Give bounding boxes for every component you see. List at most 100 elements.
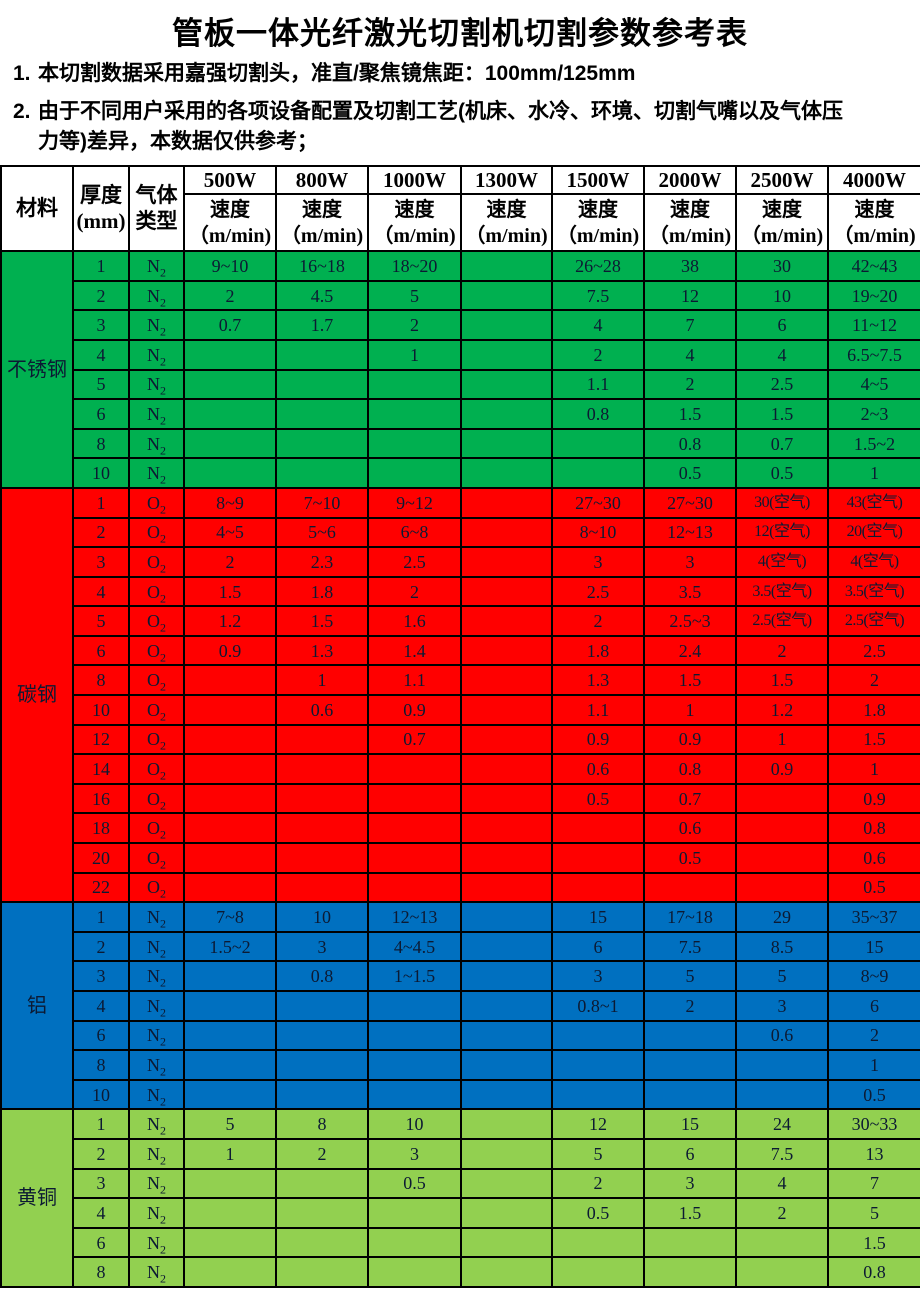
speed-cell [460, 1167, 553, 1200]
speed-cell: 38 [643, 250, 737, 282]
speed-cell [460, 871, 553, 904]
speed-cell [183, 694, 277, 726]
speed-cell [460, 1256, 553, 1288]
gas-cell: N2 [128, 1256, 185, 1288]
speed-cell [460, 664, 553, 697]
table-row: 2 N2 1.5~2 3 4~4.5 6 7.5 8.5 15 [1, 930, 920, 963]
gas-cell: O2 [128, 812, 185, 845]
speed-cell: 2 [551, 338, 645, 371]
speed-cell [460, 901, 553, 933]
table-row: 10 O2 0.6 0.9 1.1 1 1.2 1.8 [1, 694, 920, 726]
header-power-2000w: 2000W [643, 165, 737, 196]
gas-cell: O2 [128, 664, 185, 697]
speed-cell: 2 [551, 605, 645, 637]
speed-cell [460, 1197, 553, 1229]
speed-cell: 0.5 [643, 842, 737, 874]
speed-cell: 9~10 [183, 250, 277, 282]
thickness-cell: 20 [72, 842, 130, 874]
speed-cell: 0.9 [643, 723, 737, 756]
speed-cell: 4~5 [827, 368, 920, 401]
speed-cell: 13 [827, 1137, 920, 1170]
speed-cell: 0.7 [735, 427, 829, 460]
speed-cell [460, 309, 553, 341]
gas-cell: O2 [128, 723, 185, 756]
speed-cell [735, 1049, 829, 1081]
speed-cell: 0.7 [183, 309, 277, 341]
speed-cell: 2 [643, 368, 737, 401]
table-row: 4 O2 1.5 1.8 2 2.5 3.5 3.5(空气) 3.5(空气) [1, 575, 920, 608]
thickness-cell: 1 [72, 486, 130, 519]
speed-cell [735, 1256, 829, 1288]
speed-cell [275, 842, 369, 874]
speed-cell [275, 1256, 369, 1288]
thickness-cell: 2 [72, 1137, 130, 1170]
speed-cell [367, 1226, 462, 1259]
speed-cell [183, 1078, 277, 1111]
speed-cell: 4(空气) [827, 546, 920, 578]
speed-cell: 1.5 [827, 723, 920, 756]
speed-cell: 0.5 [551, 1197, 645, 1229]
speed-cell: 7.5 [551, 279, 645, 312]
gas-cell: N2 [128, 398, 185, 430]
speed-cell [551, 871, 645, 904]
speed-cell [367, 398, 462, 430]
speed-cell: 3.5(空气) [735, 575, 829, 608]
speed-cell: 5 [183, 1108, 277, 1140]
speed-cell [460, 368, 553, 401]
speed-cell: 15 [827, 930, 920, 963]
speed-cell: 11~12 [827, 309, 920, 341]
notes-block: 1. 本切割数据采用嘉强切割头，准直/聚焦镜焦距：100mm/125mm 2. … [6, 59, 914, 156]
speed-cell [367, 1256, 462, 1288]
thickness-cell: 1 [72, 1108, 130, 1140]
speed-cell: 1 [643, 694, 737, 726]
table-row: 3 O2 2 2.3 2.5 3 3 4(空气) 4(空气) [1, 546, 920, 578]
speed-cell: 2 [827, 664, 920, 697]
speed-cell [183, 812, 277, 845]
gas-cell: O2 [128, 694, 185, 726]
speed-cell: 4 [551, 309, 645, 341]
gas-cell: N2 [128, 1137, 185, 1170]
speed-cell: 30 [735, 250, 829, 282]
gas-cell: N2 [128, 1019, 185, 1052]
speed-cell: 0.8 [827, 1256, 920, 1288]
speed-cell: 10 [367, 1108, 462, 1140]
table-row: 18 O2 0.6 0.8 [1, 812, 920, 845]
thickness-cell: 4 [72, 575, 130, 608]
thickness-cell: 6 [72, 1226, 130, 1259]
speed-cell: 12 [551, 1108, 645, 1140]
speed-cell: 1.5 [643, 664, 737, 697]
table-row: 5 N2 1.1 2 2.5 4~5 [1, 368, 920, 401]
speed-cell: 2 [367, 309, 462, 341]
speed-cell: 1.8 [827, 694, 920, 726]
thickness-cell: 1 [72, 250, 130, 282]
speed-cell [367, 1019, 462, 1052]
speed-cell [551, 1049, 645, 1081]
speed-cell [183, 338, 277, 371]
speed-cell [183, 398, 277, 430]
speed-cell: 1.5 [183, 575, 277, 608]
speed-cell [275, 368, 369, 401]
speed-cell [460, 1137, 553, 1170]
note-1-number: 1. [13, 62, 31, 85]
table-row: 8 N2 0.8 [1, 1256, 920, 1288]
speed-cell: 0.8 [275, 960, 369, 993]
speed-cell: 1 [827, 753, 920, 785]
speed-cell: 15 [643, 1108, 737, 1140]
speed-cell: 0.9 [183, 634, 277, 667]
speed-cell: 0.5 [551, 782, 645, 815]
speed-cell: 6 [643, 1137, 737, 1170]
gas-cell: N2 [128, 338, 185, 371]
speed-cell: 18~20 [367, 250, 462, 282]
table-row: 3 N2 0.8 1~1.5 3 5 5 8~9 [1, 960, 920, 993]
thickness-cell: 14 [72, 753, 130, 785]
speed-cell [460, 960, 553, 993]
thickness-cell: 2 [72, 279, 130, 312]
speed-cell [183, 1167, 277, 1200]
gas-cell: N2 [128, 250, 185, 282]
thickness-cell: 6 [72, 634, 130, 667]
speed-cell: 8~9 [183, 486, 277, 519]
speed-cell [275, 1226, 369, 1259]
speed-cell: 1.1 [551, 694, 645, 726]
speed-cell: 12~13 [643, 516, 737, 549]
speed-cell [460, 812, 553, 845]
